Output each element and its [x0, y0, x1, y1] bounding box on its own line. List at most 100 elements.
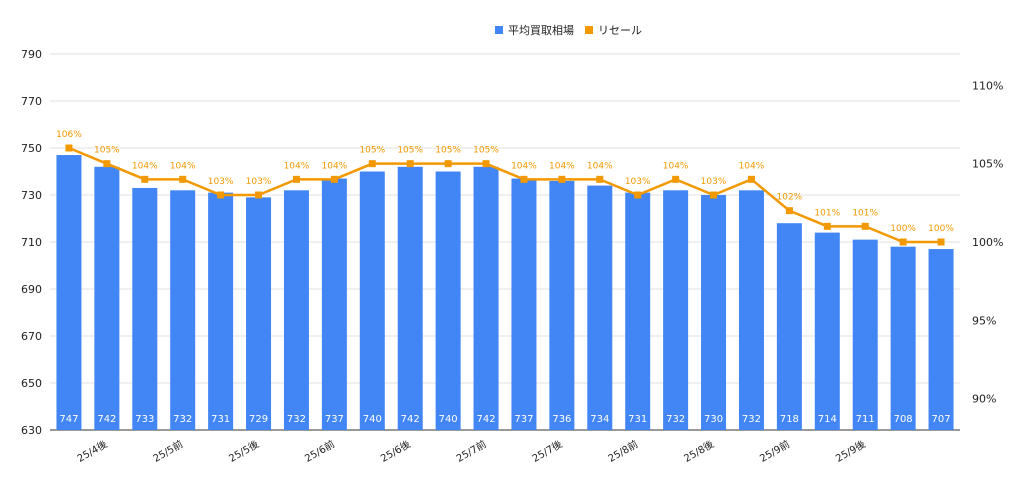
resale-point-label: 100% — [890, 224, 916, 234]
legend-label-line: リセール — [598, 24, 642, 37]
resale-point — [937, 238, 945, 246]
resale-point — [255, 191, 263, 199]
x-tick-label: 25/5前 — [151, 437, 186, 464]
resale-point-label: 104% — [132, 161, 158, 171]
bar — [549, 180, 575, 430]
resale-point — [368, 160, 376, 168]
resale-point-label: 101% — [852, 208, 878, 218]
resale-point — [823, 222, 831, 230]
legend: 平均買取相場 リセール — [495, 24, 642, 37]
bar — [814, 232, 840, 430]
resale-point — [634, 191, 642, 199]
bar-value-label: 729 — [249, 414, 268, 425]
resale-point-label: 103% — [625, 177, 651, 187]
y-axis-right: 90% 95% 100% 105% 110% — [972, 79, 1003, 405]
resale-point-label: 105% — [473, 146, 499, 156]
resale-point — [330, 175, 338, 183]
x-tick-label: 25/8後 — [681, 437, 716, 464]
bar-value-label: 714 — [818, 414, 837, 425]
x-tick-label: 25/4後 — [75, 437, 110, 464]
resale-point-label: 103% — [208, 177, 234, 187]
y-left-tick-label: 710 — [21, 236, 42, 249]
bar-value-label: 742 — [97, 414, 116, 425]
x-tick-label: 25/7後 — [530, 437, 565, 464]
resale-point-label: 105% — [94, 146, 120, 156]
bar — [738, 190, 764, 430]
bar — [701, 195, 727, 430]
bar — [132, 187, 158, 430]
x-tick-label: 25/5後 — [226, 437, 261, 464]
bar — [56, 155, 82, 431]
resale-point — [710, 191, 718, 199]
bar-value-label: 737 — [325, 414, 344, 425]
resale-point — [444, 160, 452, 168]
bar-value-label: 747 — [59, 414, 78, 425]
bar-value-label: 734 — [590, 414, 609, 425]
bar-value-label: 733 — [135, 414, 154, 425]
resale-point-label: 103% — [246, 177, 272, 187]
y-left-tick-label: 670 — [21, 330, 42, 343]
bar — [587, 185, 613, 430]
y-right-tick-label: 110% — [972, 79, 1003, 92]
resale-point-label: 104% — [170, 161, 196, 171]
bar-value-label: 732 — [742, 414, 761, 425]
resale-point — [899, 238, 907, 246]
bar-value-label: 740 — [363, 414, 382, 425]
resale-line-series: 106% 105% 104% 104% 103% 103% 104% 104% 105% 105%… — [56, 130, 954, 246]
legend-swatch-line — [585, 26, 593, 34]
y-left-tick-label: 690 — [21, 283, 42, 296]
resale-line — [68, 146, 942, 244]
bar-value-label: 711 — [856, 414, 875, 425]
resale-point-label: 104% — [322, 161, 348, 171]
resale-point — [596, 175, 604, 183]
bar-value-label: 730 — [704, 414, 723, 425]
resale-point-label: 104% — [549, 161, 575, 171]
resale-point — [292, 175, 300, 183]
resale-point-label: 105% — [397, 146, 423, 156]
y-left-tick-label: 730 — [21, 189, 42, 202]
resale-point — [141, 175, 149, 183]
bar — [283, 190, 309, 430]
bar-value-label: 718 — [780, 414, 799, 425]
y-right-tick-label: 95% — [972, 314, 996, 327]
resale-point — [103, 160, 111, 168]
bar-value-label: 731 — [211, 414, 230, 425]
bar-value-label: 737 — [514, 414, 533, 425]
y-left-tick-label: 650 — [21, 377, 42, 390]
bar — [94, 166, 120, 431]
bar — [852, 239, 878, 430]
bar — [511, 178, 537, 430]
resale-point — [785, 207, 793, 215]
resale-point — [179, 175, 187, 183]
x-tick-label: 25/8前 — [606, 437, 641, 464]
resale-point-label: 104% — [739, 161, 765, 171]
bar-value-label: 732 — [173, 414, 192, 425]
legend-swatch-bars — [495, 26, 503, 34]
bar — [663, 190, 689, 430]
bar-value-label: 731 — [628, 414, 647, 425]
resale-point — [861, 222, 869, 230]
resale-point-label: 102% — [777, 193, 803, 203]
bar — [170, 190, 196, 430]
gridlines — [50, 53, 960, 431]
bar-value-label: 708 — [894, 414, 913, 425]
bar — [625, 192, 651, 430]
resale-point — [482, 160, 490, 168]
resale-point-label: 104% — [587, 161, 613, 171]
resale-point-label: 103% — [701, 177, 727, 187]
resale-point-label: 105% — [435, 146, 461, 156]
y-right-tick-label: 105% — [972, 158, 1003, 171]
x-tick-label: 25/9前 — [757, 437, 792, 464]
y-left-tick-label: 750 — [21, 142, 42, 155]
bar-value-label: 707 — [931, 414, 950, 425]
bar-value-label: 740 — [439, 414, 458, 425]
resale-point-label: 104% — [284, 161, 310, 171]
bar — [359, 171, 385, 430]
x-tick-label: 25/6後 — [378, 437, 413, 464]
resale-point — [520, 175, 528, 183]
resale-point — [672, 175, 680, 183]
x-tick-label: 25/6前 — [302, 437, 337, 464]
bar — [776, 223, 802, 430]
y-left-tick-label: 630 — [21, 424, 42, 437]
